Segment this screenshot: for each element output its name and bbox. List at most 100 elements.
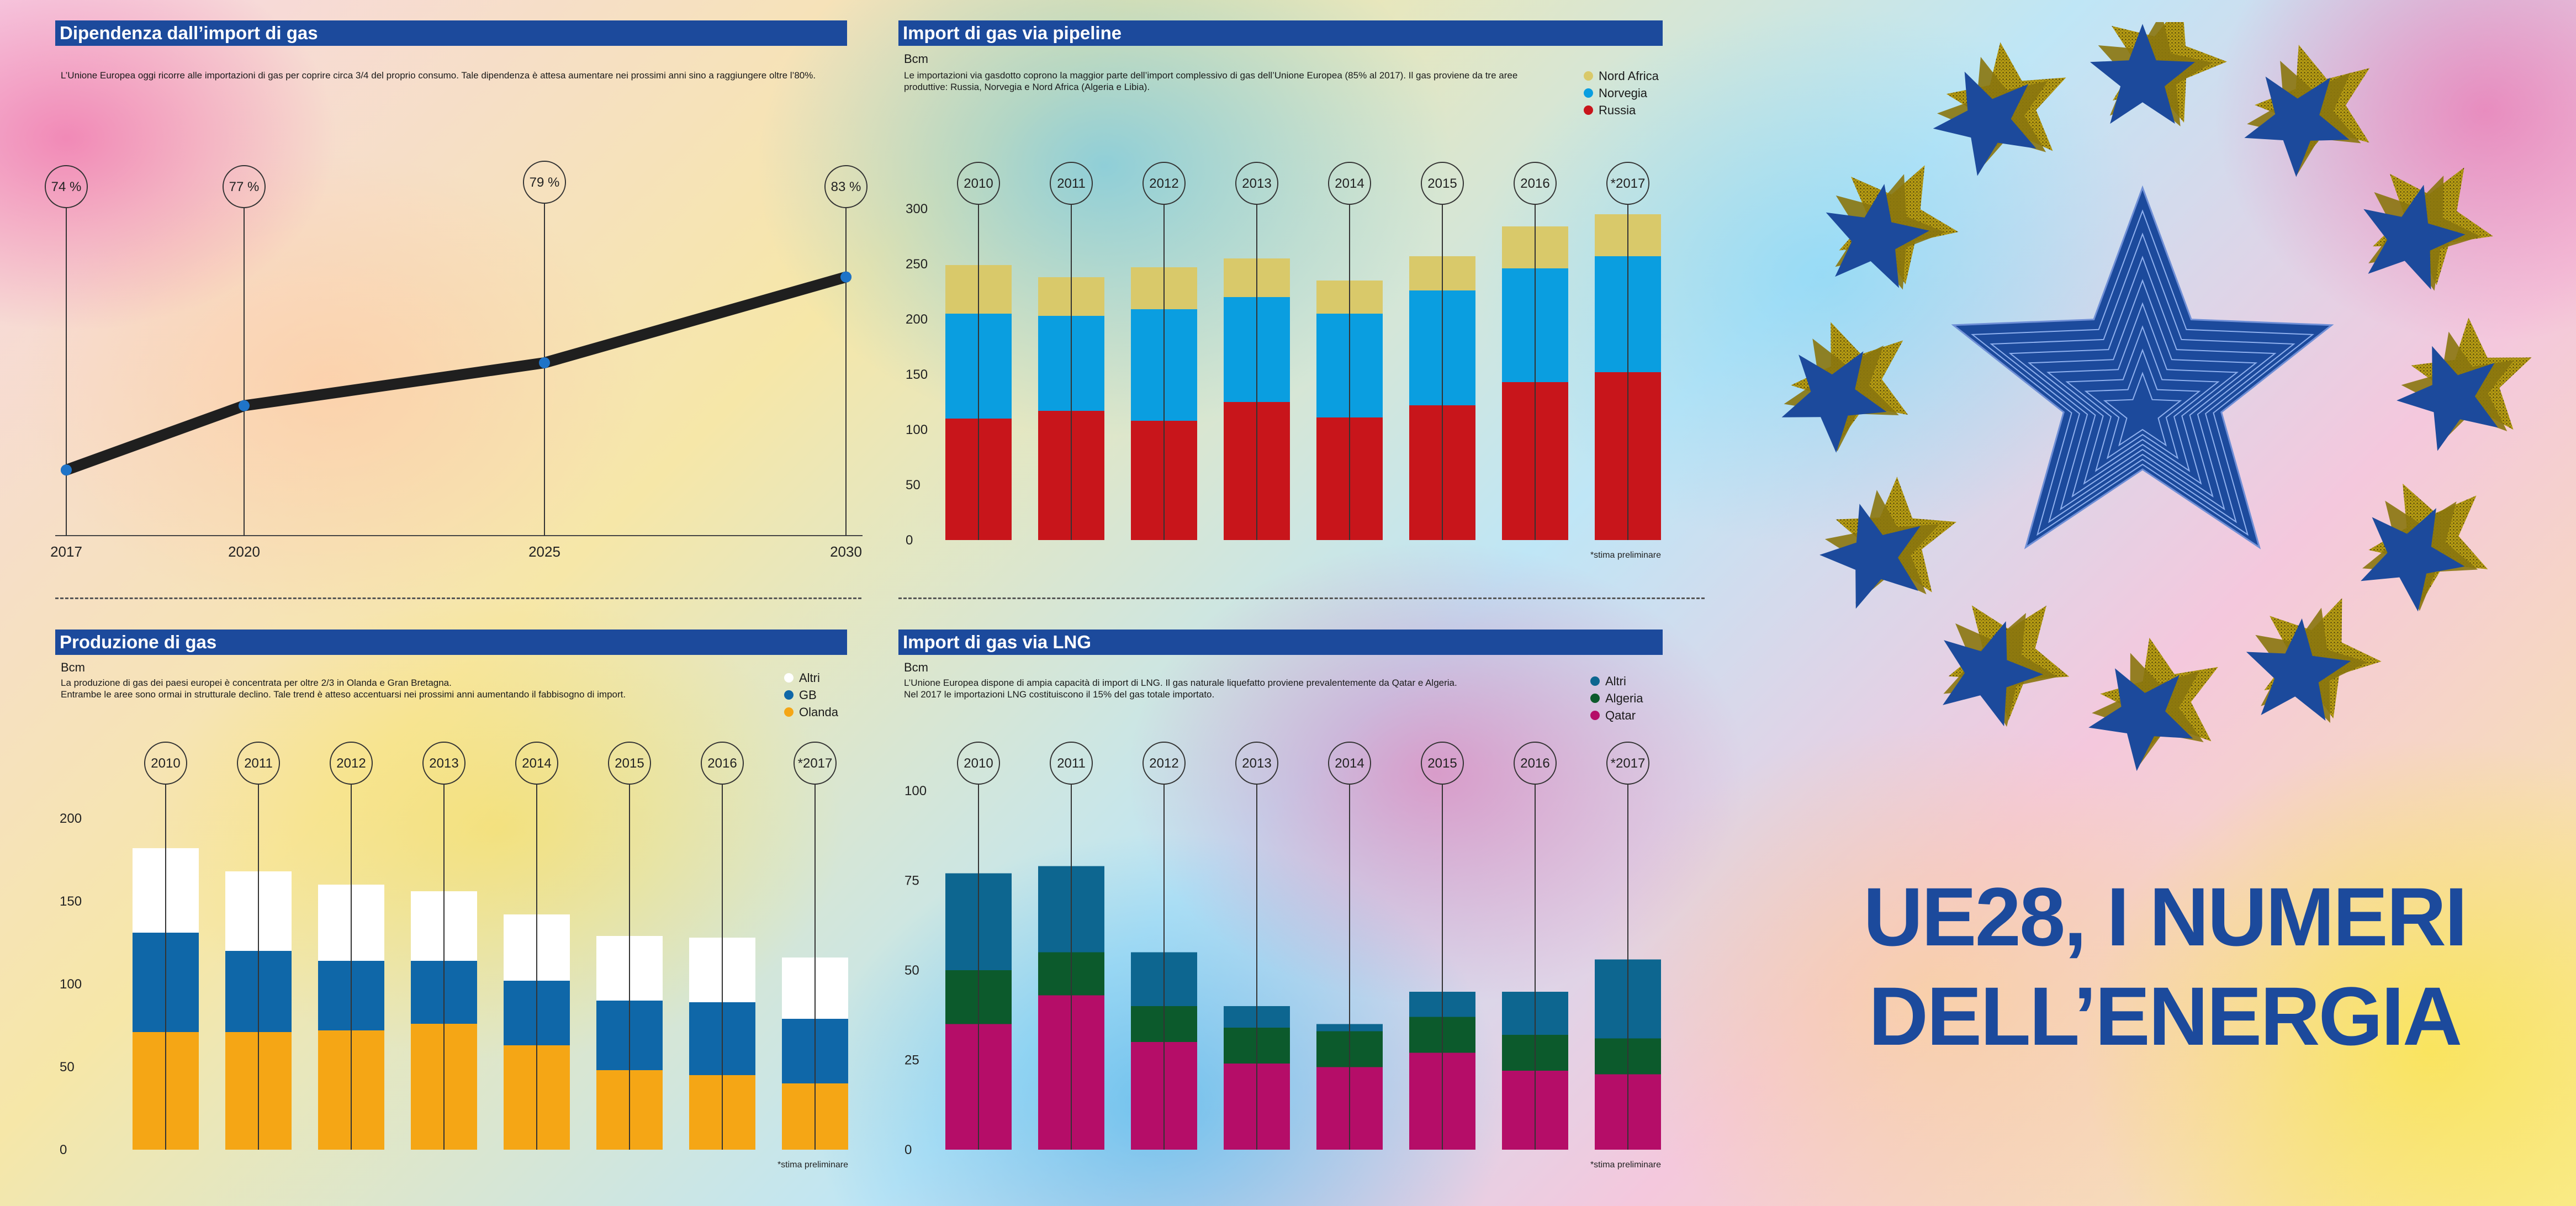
- x-tick-label: 2013: [429, 756, 458, 771]
- x-tick-label: *2017: [1611, 756, 1646, 771]
- x-tick-label: 2013: [1242, 176, 1271, 191]
- lng-title: Import di gas via LNG: [898, 630, 1663, 655]
- star-face: [2088, 668, 2193, 771]
- dipendenza-description: L’Unione Europea oggi ricorre alle impor…: [61, 70, 816, 81]
- star-face: [2090, 24, 2196, 124]
- x-tick-label: *2017: [798, 756, 833, 771]
- produzione-description-1: La produzione di gas dei paesi europei è…: [61, 678, 452, 688]
- legend-swatch: [1584, 105, 1593, 115]
- preliminary-note: *stima preliminare: [1590, 1160, 1661, 1170]
- x-tick-label: 2017: [50, 543, 82, 560]
- legend-swatch: [1590, 711, 1600, 720]
- central-star-outline: [2065, 325, 2220, 472]
- pipeline-legend: Nord Africa Norvegia Russia: [1584, 67, 1659, 119]
- preliminary-note: *stima preliminare: [777, 1160, 848, 1170]
- x-tick-label: 2025: [528, 543, 560, 560]
- x-tick-label: 2015: [615, 756, 644, 771]
- value-label: 83 %: [831, 179, 861, 194]
- y-tick-label: 0: [906, 533, 913, 548]
- legend-item-qatar: Qatar: [1590, 707, 1643, 724]
- x-tick-label: 2020: [228, 543, 260, 560]
- legend-label: Nord Africa: [1599, 69, 1659, 83]
- legend-label: Altri: [1605, 674, 1626, 688]
- dipendenza-title: Dipendenza dall’import di gas: [55, 20, 847, 46]
- y-tick-label: 200: [906, 312, 928, 327]
- year-bubble: [1606, 162, 1649, 205]
- eu-star-icon: [1819, 477, 1957, 609]
- value-bubble: [223, 165, 266, 208]
- value-bubble: [824, 165, 868, 208]
- x-tick-label: 2030: [830, 543, 862, 560]
- star-face: [1943, 621, 2043, 727]
- data-point: [539, 357, 550, 368]
- value-label: 79 %: [530, 175, 560, 190]
- x-tick-label: 2015: [1427, 176, 1457, 191]
- headline: UE28, I NUMERI DELL’ENERGIA: [1778, 867, 2551, 1066]
- year-bubble: [608, 742, 651, 785]
- y-tick-label: 25: [904, 1053, 919, 1068]
- lng-description-2: Nel 2017 le importazioni LNG costituisco…: [904, 689, 1215, 700]
- year-bubble: [144, 742, 187, 785]
- dipendenza-line-chart: 74 % 2017 77 % 2020 79 % 2025 83 % 2030: [45, 161, 868, 560]
- lng-bar-chart: 0 25 50 75 100 2010 2011 2012 2013 2014 2015 2016 *2…: [904, 742, 1661, 1170]
- pipeline-bar-chart: 0 50 100 150 200 250 300 2010 2011 2012 2013 2014 20…: [906, 162, 1661, 560]
- year-bubble: [330, 742, 373, 785]
- legend-label: Qatar: [1605, 708, 1636, 722]
- x-tick-label: 2014: [1335, 756, 1364, 771]
- divider-right: [898, 597, 1705, 599]
- eu-star-icon: [1781, 322, 1908, 453]
- central-star-outline: [2103, 372, 2182, 447]
- legend-label: GB: [799, 688, 817, 702]
- y-tick-label: 150: [60, 894, 82, 909]
- y-tick-label: 200: [60, 811, 82, 826]
- x-tick-label: 2012: [336, 756, 366, 771]
- produzione-description-2: Entrambe le aree sono ormai in struttura…: [61, 689, 626, 700]
- year-bubble: [515, 742, 558, 785]
- eu-star-icon: [1943, 605, 2070, 727]
- y-tick-label: 0: [904, 1142, 912, 1157]
- star-face: [2244, 76, 2350, 177]
- year-bubble: [1050, 162, 1093, 205]
- y-tick-label: 50: [906, 478, 921, 493]
- y-tick-label: 50: [60, 1060, 75, 1075]
- produzione-bar-chart: 0 50 100 150 200 2010 2011 2012 2013 2014 2015 2016…: [60, 742, 848, 1170]
- y-tick-label: 50: [904, 963, 919, 978]
- x-tick-label: 2016: [1520, 176, 1549, 191]
- year-bubble: [1328, 162, 1371, 205]
- dependency-line: [61, 271, 851, 476]
- lng-legend: Altri Algeria Qatar: [1590, 673, 1643, 724]
- year-bubble: [1514, 742, 1557, 785]
- central-star-outline: [1971, 209, 2314, 536]
- x-tick-label: 2013: [1242, 756, 1271, 771]
- y-tick-label: 150: [906, 367, 928, 382]
- legend-swatch: [784, 690, 794, 700]
- produzione-title: Produzione di gas: [55, 630, 847, 655]
- lng-description-1: L’Unione Europea dispone di ampia capaci…: [904, 678, 1457, 688]
- x-tick-label: *2017: [1611, 176, 1646, 191]
- pipeline-description-1: Le importazioni via gasdotto coprono la …: [904, 70, 1518, 81]
- produzione-unit: Bcm: [61, 660, 85, 674]
- divider-left: [55, 597, 861, 599]
- year-bubble: [237, 742, 280, 785]
- eu-star-icon: [2244, 45, 2370, 177]
- data-point: [239, 400, 250, 411]
- eu-star-icon: [2090, 22, 2227, 126]
- headline-line-2: DELL’ENERGIA: [1868, 970, 2462, 1062]
- legend-label: Algeria: [1605, 691, 1643, 705]
- star-face: [2361, 508, 2465, 612]
- year-bubble: [1235, 162, 1278, 205]
- legend-swatch: [1584, 71, 1593, 81]
- legend-item-gb: GB: [784, 686, 838, 704]
- lng-unit: Bcm: [904, 660, 928, 674]
- y-tick-label: 100: [906, 422, 928, 437]
- data-point: [840, 271, 851, 283]
- eu-stars-illustration: [1781, 22, 2532, 771]
- year-bubble: [1328, 742, 1371, 785]
- x-tick-label: 2015: [1427, 756, 1457, 771]
- year-bubble: [1142, 742, 1186, 785]
- central-star-outline: [2027, 279, 2258, 498]
- legend-item-nord-africa: Nord Africa: [1584, 67, 1659, 84]
- eu-star-icon: [2088, 637, 2218, 771]
- central-star-icon: [1951, 185, 2334, 549]
- year-bubble: [957, 162, 1000, 205]
